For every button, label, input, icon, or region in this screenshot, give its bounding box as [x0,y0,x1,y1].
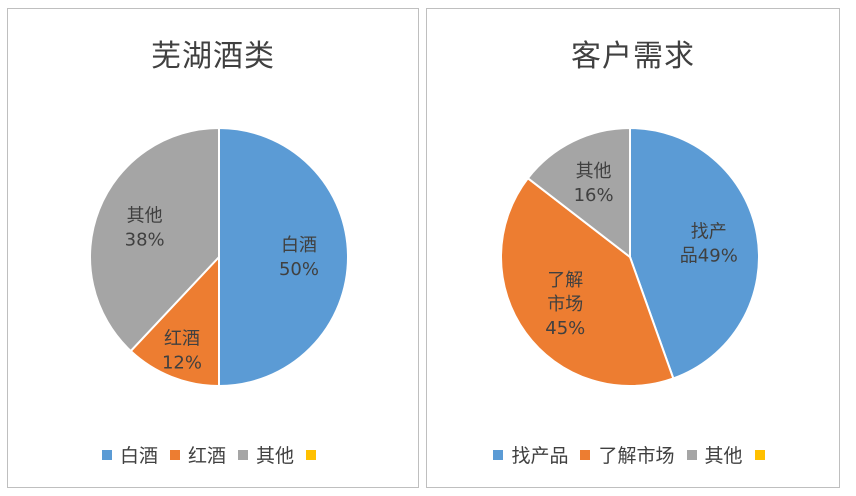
legend-label: 红酒 [187,445,226,467]
legend-swatch [238,449,248,460]
legend-swatch [306,449,317,460]
pie-slice [629,126,760,380]
legend-swatch [686,449,697,460]
legend-swatch [101,449,112,460]
legend-swatch [169,449,180,460]
legend-item: 其他 [686,441,743,468]
chart-panel-wuhu-liquor: 芜湖酒类 白酒 50% 红酒 12% 其他 38% 白酒 红酒 其他 [7,8,419,488]
chart-panel-customer-demand: 客户需求 找产品49% 了解市场 45% 其他 16% 找产品 了解市场 其他 [426,8,840,488]
pie-slice [218,126,349,388]
pie-slice [526,126,631,260]
legend-item [754,449,773,460]
legend-item [306,449,324,460]
legend-item: 红酒 [169,441,226,468]
pie-slice [129,254,220,388]
legend-item: 找产品 [493,441,568,468]
pie-chart-customer-demand: 找产品49% 了解市场 45% 其他 16% [500,126,760,387]
pie-data-label: 找产品49% [680,221,738,266]
chart-title: 芜湖酒类 [151,39,275,74]
pie-slice [89,126,220,353]
legend-item: 其他 [238,441,294,468]
pie-data-label: 其他 38% [125,206,165,251]
legend-swatch [754,449,765,460]
pie-data-label: 其他 16% [574,161,614,206]
legend-swatch [580,449,591,460]
legend-label: 白酒 [119,445,158,467]
pie-chart-wuhu-liquor: 白酒 50% 红酒 12% 其他 38% [89,126,349,388]
legend-swatch [493,449,504,460]
chart-title: 客户需求 [571,39,695,74]
legend-label: 其他 [704,445,743,467]
legend-item: 了解市场 [580,441,675,468]
legend-item: 白酒 [101,441,158,468]
chart-legend: 白酒 红酒 其他 [8,441,418,468]
pie-data-label: 红酒 12% [162,329,202,374]
pie-data-label: 了解市场 45% [545,270,585,339]
chart-legend: 找产品 了解市场 其他 [427,441,839,468]
legend-label: 其他 [256,445,295,467]
legend-label: 找产品 [511,445,569,467]
pie-data-label: 白酒 50% [279,235,319,280]
legend-label: 了解市场 [598,445,675,467]
pie-slice [500,176,675,387]
